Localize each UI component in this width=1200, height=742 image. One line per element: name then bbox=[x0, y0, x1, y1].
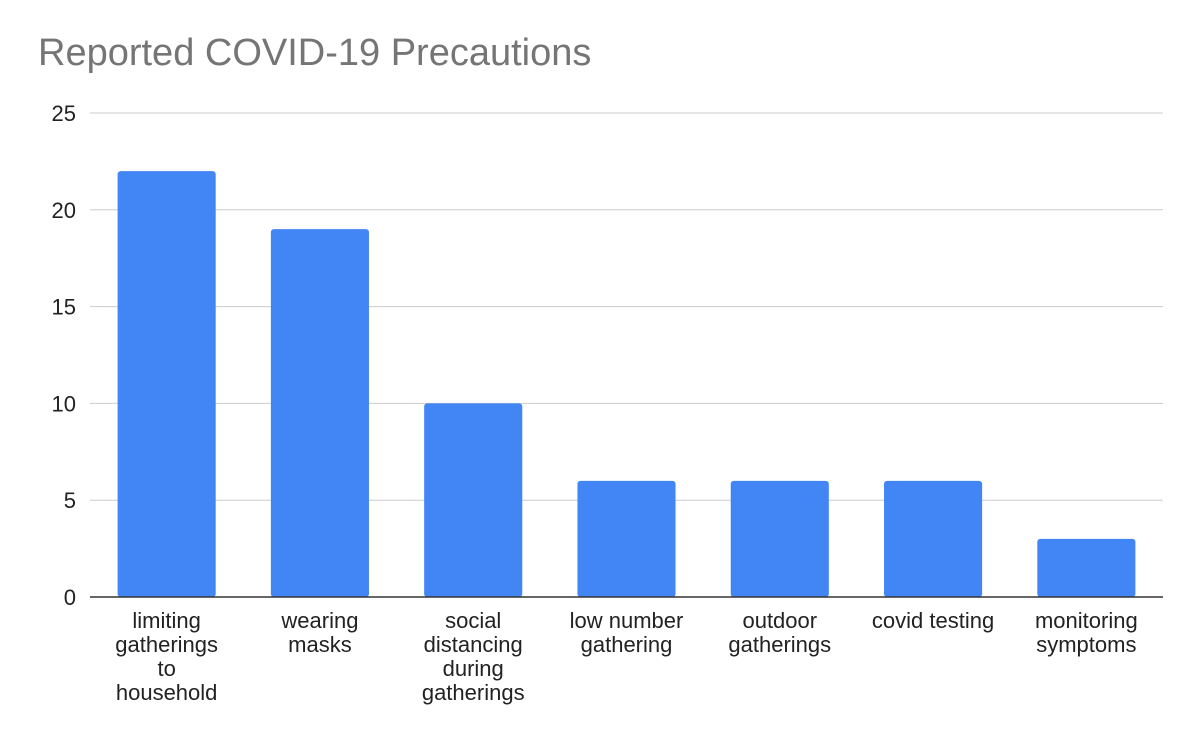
bar bbox=[117, 171, 216, 597]
bar bbox=[424, 403, 523, 597]
x-tick-label-line: wearing bbox=[280, 608, 358, 633]
x-tick-label-line: covid testing bbox=[872, 608, 994, 633]
y-tick-label: 10 bbox=[52, 391, 76, 416]
x-tick-label-line: limiting bbox=[132, 608, 200, 633]
y-tick-label: 0 bbox=[64, 585, 76, 610]
x-tick-label: low number gathering bbox=[570, 608, 684, 657]
x-tick-label: wearing masks bbox=[280, 608, 358, 657]
x-tick-label-line: low number bbox=[570, 608, 684, 633]
bar bbox=[577, 480, 676, 597]
bar bbox=[1037, 538, 1136, 597]
x-tick-label: outdoor gatherings bbox=[728, 608, 831, 657]
y-tick-label: 25 bbox=[52, 101, 76, 126]
chart-title: Reported COVID-19 Precautions bbox=[38, 32, 592, 74]
x-tick-label: covid testing bbox=[872, 608, 994, 633]
x-tick-label-line: outdoor bbox=[742, 608, 817, 633]
x-tick-label-line: symptoms bbox=[1036, 632, 1136, 657]
y-tick-label: 5 bbox=[64, 488, 76, 513]
x-tick-label: monitoring symptoms bbox=[1035, 608, 1138, 657]
bar bbox=[730, 480, 829, 597]
x-tick-label-line: masks bbox=[288, 632, 352, 657]
bar bbox=[270, 229, 369, 597]
x-tick-label-line: during bbox=[443, 656, 504, 681]
x-tick-label-line: distancing bbox=[424, 632, 523, 657]
x-tick-label-line: to bbox=[157, 656, 175, 681]
x-tick-label-line: monitoring bbox=[1035, 608, 1138, 633]
x-tick-label-line: gathering bbox=[581, 632, 673, 657]
y-tick-label: 20 bbox=[52, 198, 76, 223]
x-tick-label-line: gatherings bbox=[115, 632, 218, 657]
y-tick-label: 15 bbox=[52, 295, 76, 320]
x-tick-label: social distancing during gatherings bbox=[422, 608, 525, 705]
bar bbox=[884, 480, 983, 597]
x-tick-label: limiting gatherings to household bbox=[115, 608, 218, 705]
x-tick-label-line: household bbox=[116, 680, 218, 705]
x-tick-label-line: social bbox=[445, 608, 501, 633]
x-tick-label-line: gatherings bbox=[728, 632, 831, 657]
x-tick-label-line: gatherings bbox=[422, 680, 525, 705]
